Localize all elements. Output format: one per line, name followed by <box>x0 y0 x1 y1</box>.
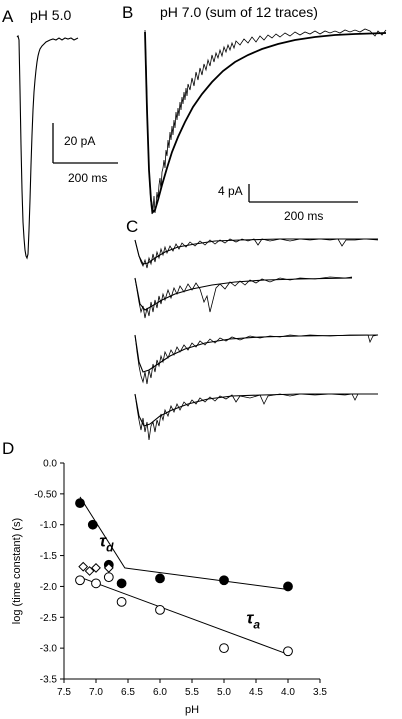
panel-b-scale-y-label: 4 pA <box>218 184 243 198</box>
data-point-series-2 <box>91 578 101 589</box>
panel-c-trace-2-fit <box>134 277 353 311</box>
series-label-1: τd <box>99 531 114 554</box>
panel-b-raw-trace <box>144 28 387 215</box>
panel-a-letter: A <box>2 7 14 26</box>
x-tick-label: 6.5 <box>121 687 135 698</box>
x-tick-label: 4.0 <box>281 687 295 698</box>
panel-d: D 0.0 -0.50 -1.0 -1.5 -2.0 -2.5 -3.0 -3.57.5 7.0… <box>2 439 327 716</box>
y-tick-label: -0.50 <box>34 489 57 500</box>
panel-c-trace-1-raw <box>134 238 379 269</box>
y-tick-label: -3.5 <box>40 675 58 686</box>
data-point-series-2 <box>75 575 85 586</box>
chart-d: 0.0 -0.50 -1.0 -1.5 -2.0 -2.5 -3.0 -3.57.5 7.0 6.… <box>11 459 327 717</box>
y-tick-label: -2.5 <box>40 613 58 624</box>
panel-a: A pH 5.0 20 pA 200 ms <box>2 7 118 260</box>
panel-a-trace <box>16 34 79 260</box>
panel-c-trace-4-raw <box>134 393 378 441</box>
panel-c-trace-3-fit <box>134 334 379 373</box>
data-point-series-3 <box>91 563 101 573</box>
fit-line-series-2 <box>79 576 289 655</box>
x-axis-label: pH <box>185 704 199 716</box>
y-tick-label: -1.5 <box>40 551 58 562</box>
panel-b-letter: B <box>122 3 133 22</box>
panel-b-scale-x-label: 200 ms <box>284 209 323 223</box>
panel-c-letter: C <box>126 217 138 236</box>
x-tick-label: 3.5 <box>313 687 327 698</box>
y-tick-label: -1.0 <box>40 520 58 531</box>
panel-c-trace-3-raw <box>134 334 379 385</box>
y-tick-label: 0.0 <box>43 459 57 470</box>
data-point-series-2 <box>155 604 165 615</box>
panel-b-title: pH 7.0 (sum of 12 traces) <box>160 4 318 20</box>
panel-c-trace-2-raw <box>134 276 353 319</box>
data-point-series-3 <box>84 566 95 576</box>
panel-c: C <box>126 217 379 441</box>
x-tick-label: 5.0 <box>217 687 231 698</box>
panel-b-fit-curve <box>144 31 387 214</box>
data-point-series-1 <box>219 575 229 586</box>
panel-c-trace-4-fit <box>134 393 378 427</box>
x-tick-label: 4.5 <box>249 687 263 698</box>
x-tick-label: 7.5 <box>57 687 71 698</box>
data-point-series-3 <box>78 561 89 572</box>
y-tick-label: -3.0 <box>40 644 58 655</box>
data-point-series-1 <box>116 578 127 589</box>
panel-d-letter: D <box>2 439 14 458</box>
y-tick-label: -2.0 <box>40 582 58 593</box>
data-point-series-1 <box>75 498 85 509</box>
data-point-series-2 <box>283 646 293 657</box>
x-tick-label: 7.0 <box>89 687 103 698</box>
data-point-series-1 <box>155 573 165 584</box>
x-tick-label: 5.5 <box>185 687 199 698</box>
data-point-series-2 <box>103 572 114 583</box>
data-point-series-1 <box>87 519 98 530</box>
panel-b: B pH 7.0 (sum of 12 traces) 4 pA 200 ms <box>122 3 387 223</box>
x-tick-label: 6.0 <box>153 687 167 698</box>
panel-a-scale-x-label: 200 ms <box>68 171 107 185</box>
y-axis-label: log (time constant) (s) <box>11 518 23 624</box>
panel-c-trace-1-fit <box>134 238 378 265</box>
data-point-series-3 <box>103 563 114 573</box>
data-point-series-2 <box>116 596 127 607</box>
panel-a-scale-y-label: 20 pA <box>64 134 95 148</box>
panel-a-title: pH 5.0 <box>30 7 71 23</box>
data-point-series-2 <box>219 643 229 654</box>
data-point-series-1 <box>283 581 293 592</box>
series-label-2: τa <box>246 608 260 631</box>
